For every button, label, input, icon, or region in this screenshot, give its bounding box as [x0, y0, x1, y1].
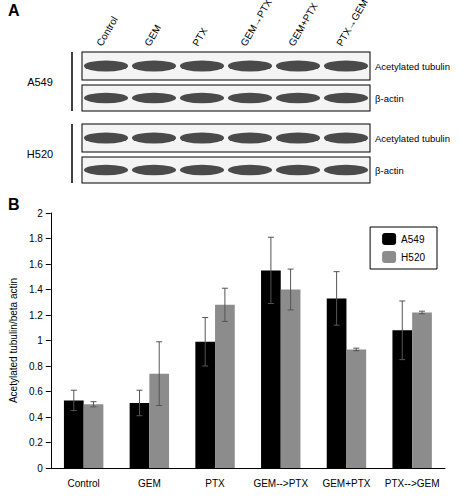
svg-text:GEM: GEM — [142, 23, 163, 48]
html-text:B: B — [8, 196, 20, 213]
svg-text:GEM-->PTX: GEM-->PTX — [253, 478, 308, 489]
svg-text:1: 1 — [37, 335, 43, 346]
svg-text:A: A — [8, 2, 20, 19]
svg-text:GEM: GEM — [138, 478, 161, 489]
svg-text:0.4: 0.4 — [29, 412, 43, 423]
svg-text:Control: Control — [94, 15, 120, 48]
svg-text:PTX: PTX — [205, 478, 225, 489]
svg-text:Acetylated tubulin/beta actin: Acetylated tubulin/beta actin — [8, 278, 19, 403]
svg-text:1.8: 1.8 — [29, 233, 43, 244]
svg-text:0.6: 0.6 — [29, 386, 43, 397]
svg-text:GEM+PTX: GEM+PTX — [322, 478, 370, 489]
svg-text:Acetylated tubulin: Acetylated tubulin — [375, 61, 450, 72]
svg-text:PTX-->GEM: PTX-->GEM — [385, 478, 440, 489]
svg-text:Control: Control — [68, 478, 100, 489]
svg-text:0.2: 0.2 — [29, 437, 43, 448]
svg-text:Acetylated tubulin: Acetylated tubulin — [375, 133, 450, 144]
svg-text:1.4: 1.4 — [29, 284, 43, 295]
svg-text:PTX→GEM: PTX→GEM — [334, 0, 370, 48]
svg-text:A549: A549 — [27, 76, 53, 88]
svg-text:1.6: 1.6 — [29, 259, 43, 270]
svg-text:H520: H520 — [27, 148, 53, 160]
svg-text:0: 0 — [37, 463, 43, 474]
svg-text:β-actin: β-actin — [375, 165, 404, 176]
svg-text:PTX: PTX — [190, 25, 209, 48]
svg-text:GEM+PTX: GEM+PTX — [286, 1, 320, 48]
svg-text:H520: H520 — [401, 252, 425, 263]
svg-text:0.8: 0.8 — [29, 361, 43, 372]
svg-text:2: 2 — [37, 208, 43, 219]
svg-text:A549: A549 — [401, 234, 425, 245]
svg-text:β-actin: β-actin — [375, 93, 404, 104]
svg-text:GEM→PTX: GEM→PTX — [238, 0, 274, 48]
svg-text:1.2: 1.2 — [29, 310, 43, 321]
